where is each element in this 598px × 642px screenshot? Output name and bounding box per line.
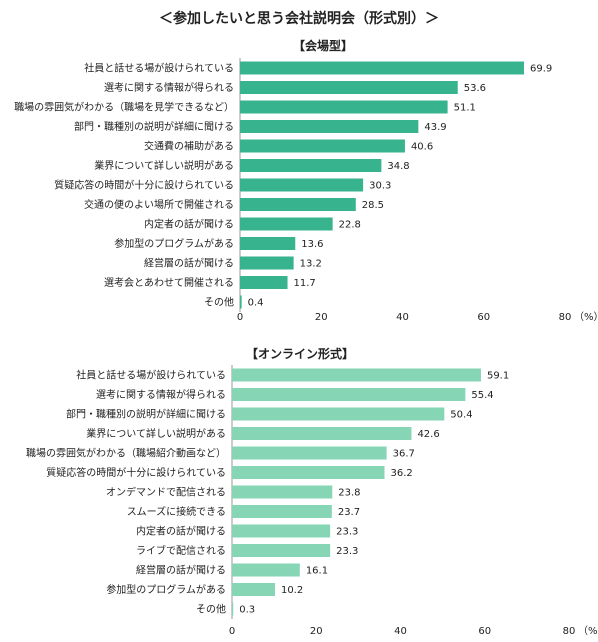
online-bar [232,544,331,557]
venue-category-label: 内定者の話が聞ける [144,218,234,231]
venue-category-label: 業界について詳しい説明がある [94,159,234,172]
online-value-label: 36.7 [393,449,415,460]
online-category-label: 部門・職種別の説明が詳細に聞ける [66,408,226,421]
online-bar [232,407,445,421]
online-value-label: 23.7 [338,507,360,518]
venue-value-label: 43.9 [424,122,446,133]
online-value-label: 10.2 [281,585,303,596]
online-value-label: 23.3 [336,527,358,538]
chart-online: 社員と話せる場が設けられている 59.1 選考に関する情報が得られる 55.4 部門・職… [26,365,598,637]
chart-venue: 社員と話せる場が設けられている 69.9 選考に関する情報が得られる 53.6 職場の雰… [14,58,598,323]
venue-category-label: 経営層の話が聞ける [144,257,234,270]
online-category-label: スムーズに接続できる [127,505,226,518]
online-bar [232,388,466,401]
venue-bar [240,276,288,289]
online-bar [232,427,412,440]
venue-x-tick-label: 20 [315,312,328,323]
online-value-label: 42.6 [417,429,439,440]
venue-bar [240,198,356,211]
online-value-label: 50.4 [450,410,472,421]
venue-bar [240,295,242,309]
venue-bar [240,159,382,172]
venue-category-label: 社員と話せる場が設けられている [84,62,234,75]
online-value-label: 55.4 [471,390,493,401]
venue-value-label: 34.8 [387,161,409,172]
online-category-label: 職場の雰囲気がわかる（職場紹介動画など） [26,447,226,460]
online-value-label: 23.3 [336,546,358,557]
venue-category-label: 交通費の補助がある [144,140,234,153]
online-bar [232,485,333,499]
venue-bar [240,100,448,114]
venue-value-label: 13.2 [300,259,322,270]
online-bar [232,466,385,479]
venue-value-label: 69.9 [530,64,552,75]
venue-category-label: 部門・職種別の説明が詳細に聞ける [74,120,234,133]
online-category-label: 経営層の話が聞ける [136,564,226,577]
venue-bar [240,120,419,133]
online-x-tick-label: 40 [394,626,407,637]
venue-category-label: 選考会とあわせて開催される [104,276,234,289]
venue-category-label: 選考に関する情報が得られる [104,81,234,94]
venue-x-tick-label: 80 [559,312,572,323]
venue-value-label: 51.1 [454,103,476,114]
online-bar [232,602,234,616]
venue-bar [240,61,524,75]
chart-venue-title: 【会場型】 [293,38,353,53]
online-x-tick-label: 20 [310,626,323,637]
online-category-label: 社員と話せる場が設けられている [76,369,226,382]
online-category-label: 参加型のプログラムがある [106,583,226,596]
venue-value-label: 30.3 [369,181,391,192]
online-bar [232,446,387,460]
online-value-label: 36.2 [390,468,412,479]
online-bar [232,583,275,596]
venue-category-label: 職場の雰囲気がわかる（職場を見学できるなど） [14,101,234,114]
venue-x-tick-label: 0 [237,312,243,323]
online-category-label: 選考に関する情報が得られる [96,388,226,401]
online-value-label: 23.8 [338,488,360,499]
venue-category-label: 質疑応答の時間が十分に設けられている [54,179,234,192]
venue-value-label: 53.6 [464,83,486,94]
online-bar [232,368,481,382]
venue-category-label: 参加型のプログラムがある [114,237,234,250]
chart-online-title: 【オンライン形式】 [246,346,354,361]
chart-main-title: ＜参加したいと思う会社説明会（形式別）＞ [159,11,439,27]
venue-category-label: その他 [204,296,234,309]
venue-bar [240,237,296,250]
venue-value-label: 28.5 [362,200,384,211]
venue-category-label: 交通の便のよい場所で開催される [84,198,234,211]
venue-unit-label: （%） [574,311,598,323]
venue-bar [240,217,333,231]
online-bar [232,505,332,518]
online-unit-label: （%） [578,625,598,637]
online-category-label: 業界について詳しい説明がある [86,427,226,440]
venue-value-label: 40.6 [411,142,433,153]
online-x-tick-label: 0 [229,626,235,637]
online-category-label: ライブで配信される [136,544,226,557]
online-value-label: 16.1 [306,566,328,577]
online-bar [232,524,331,538]
venue-bar [240,178,364,192]
online-bar [232,563,300,577]
online-value-label: 0.3 [239,605,255,616]
online-x-tick-label: 80 [563,626,576,637]
venue-bar [240,256,294,270]
online-category-label: オンデマンドで配信される [106,486,226,499]
online-value-label: 59.1 [487,371,509,382]
venue-x-tick-label: 40 [396,312,409,323]
online-x-tick-label: 60 [478,626,491,637]
venue-value-label: 22.8 [339,220,361,231]
online-category-label: 内定者の話が聞ける [136,525,226,538]
venue-value-label: 0.4 [248,298,264,309]
venue-bar [240,139,405,153]
venue-value-label: 11.7 [294,278,316,289]
venue-bar [240,81,458,94]
venue-value-label: 13.6 [301,239,323,250]
venue-x-tick-label: 60 [477,312,490,323]
online-category-label: 質疑応答の時間が十分に設けられている [46,466,226,479]
online-category-label: その他 [196,603,226,616]
